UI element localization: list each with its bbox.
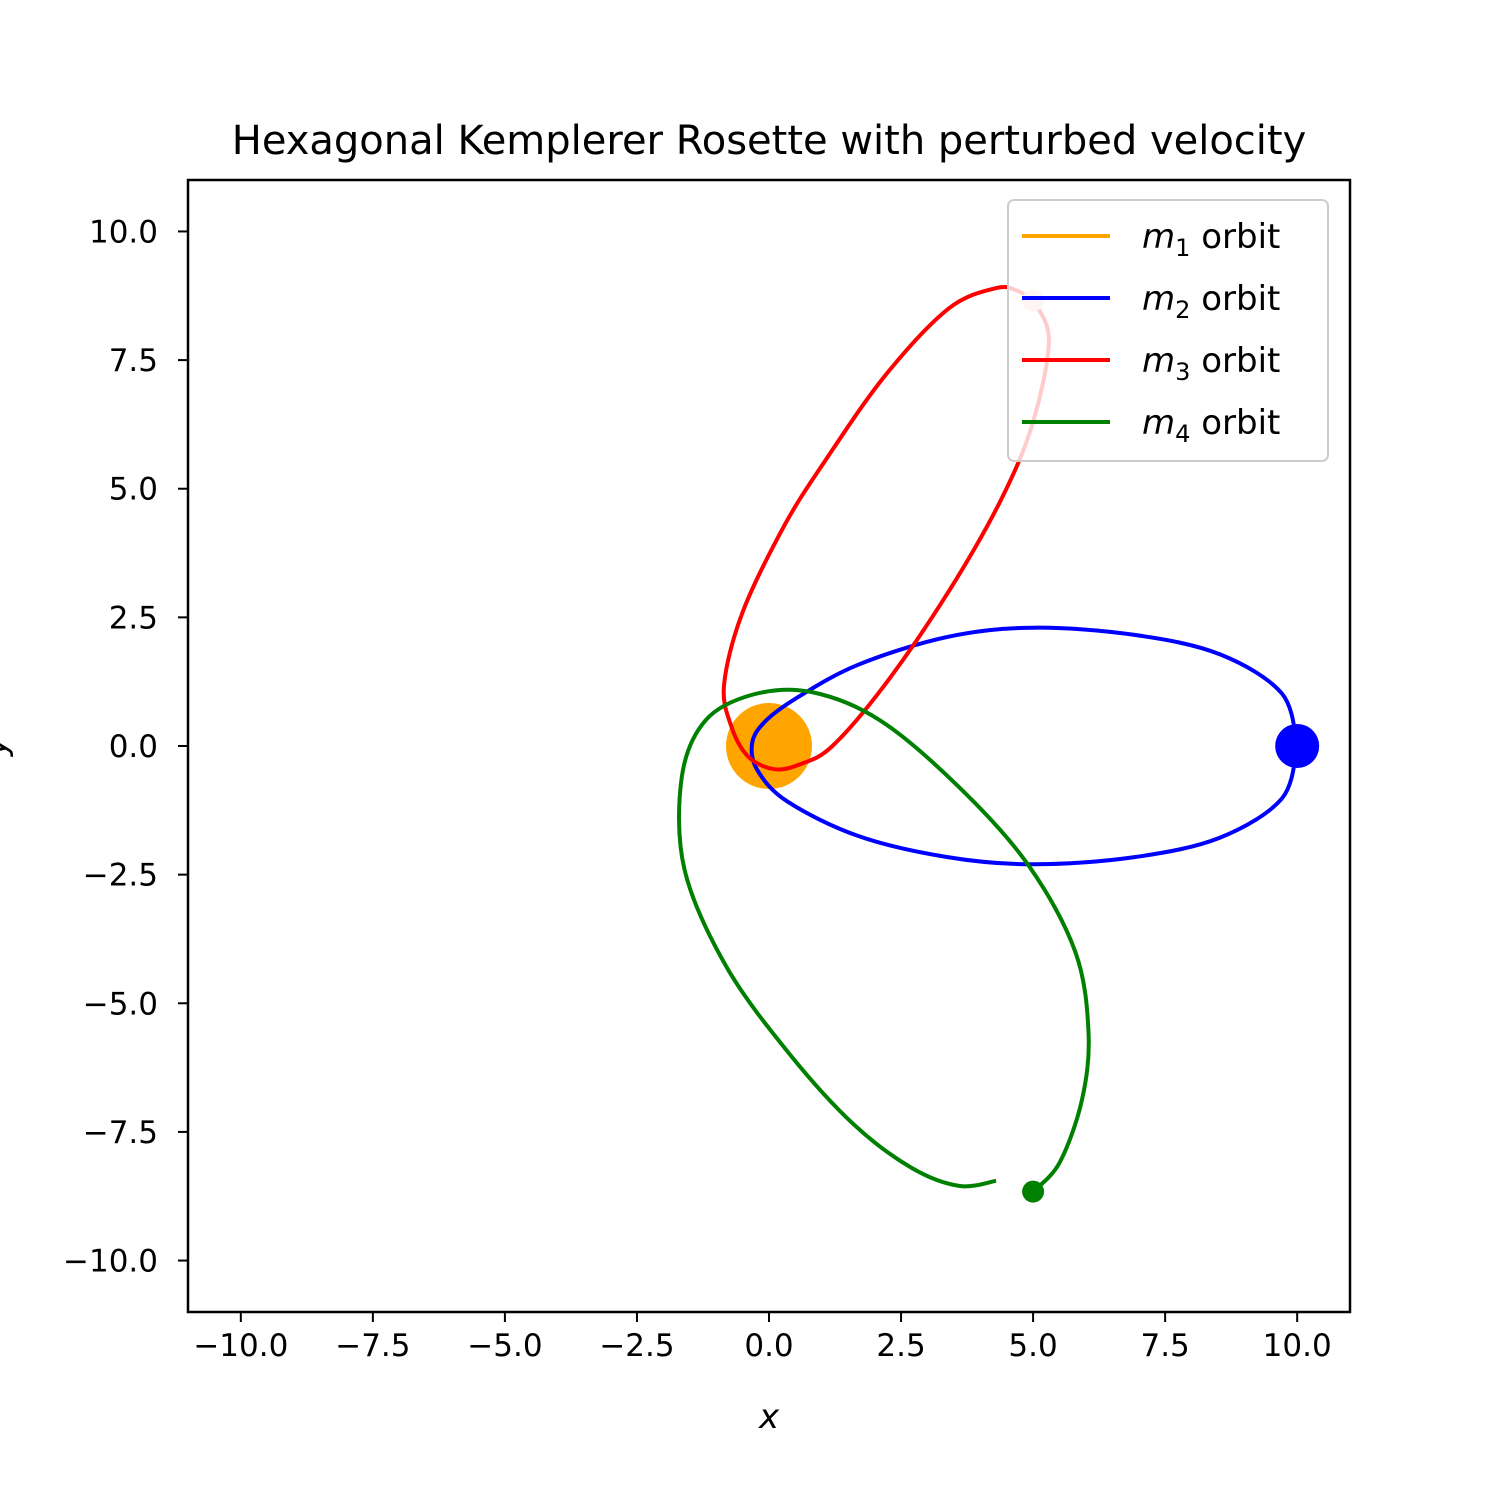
m2-body-marker — [1275, 724, 1320, 768]
x-tick-label: 2.5 — [876, 1328, 925, 1364]
y-tick-label: 7.5 — [109, 343, 158, 379]
x-tick-label: −7.5 — [335, 1328, 410, 1364]
y-tick-label: 2.5 — [109, 600, 158, 636]
m3-orbit-line — [721, 284, 1051, 772]
plot-area — [677, 284, 1320, 1203]
legend-label-m4: m4 orbit — [1142, 403, 1280, 448]
x-axis-label: x — [758, 1397, 780, 1437]
y-axis-label: y — [0, 735, 15, 757]
legend-label-m2: m2 orbit — [1142, 279, 1280, 324]
m2-orbit-line — [749, 625, 1300, 867]
x-tick-label: −5.0 — [467, 1328, 542, 1364]
x-tick-label: 10.0 — [1263, 1328, 1332, 1364]
x-tick-label: −10.0 — [193, 1328, 288, 1364]
m4-body-marker — [1022, 1180, 1045, 1203]
m4-orbit-line — [677, 687, 1091, 1194]
legend: m1 orbit m2 orbit m3 orbit m4 orbit — [1007, 199, 1329, 462]
x-tick-label: 7.5 — [1140, 1328, 1189, 1364]
y-tick-label: −2.5 — [83, 858, 158, 894]
x-axis: −10.0 −7.5 −5.0 −2.5 0.0 2.5 5.0 7.5 10.0 — [193, 1312, 1332, 1364]
legend-label-m3: m3 orbit — [1142, 341, 1280, 386]
legend-box — [1007, 199, 1329, 462]
y-tick-label: 10.0 — [89, 214, 158, 250]
x-tick-label: 5.0 — [1008, 1328, 1057, 1364]
y-axis: −10.0 −7.5 −5.0 −2.5 0.0 2.5 5.0 7.5 10.0 — [63, 214, 188, 1280]
y-tick-label: 5.0 — [109, 472, 158, 508]
y-tick-label: −5.0 — [83, 986, 158, 1022]
legend-label-m1: m1 orbit — [1142, 217, 1280, 262]
y-tick-label: 0.0 — [109, 729, 158, 765]
chart-title: Hexagonal Kemplerer Rosette with perturb… — [232, 118, 1307, 164]
y-tick-label: −7.5 — [83, 1115, 158, 1151]
x-tick-label: 0.0 — [744, 1328, 793, 1364]
y-tick-label: −10.0 — [63, 1244, 158, 1280]
x-tick-label: −2.5 — [599, 1328, 674, 1364]
